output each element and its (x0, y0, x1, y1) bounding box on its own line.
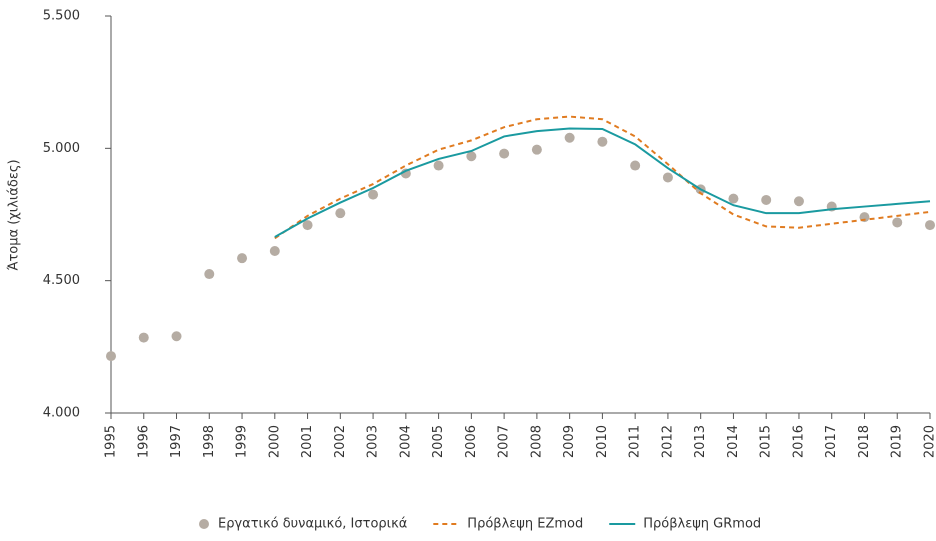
data-point (597, 136, 608, 147)
data-point (761, 194, 772, 205)
data-point (433, 160, 444, 171)
legend-label: Εργατικό δυναμικό, Ιστορικά (218, 517, 407, 532)
series-line (274, 127, 931, 238)
x-tick-label: 2007 (497, 425, 512, 458)
data-point (368, 189, 379, 200)
data-point (171, 331, 182, 342)
y-tick-label: 5.500 (43, 9, 80, 24)
data-point (564, 132, 575, 143)
x-tick-label: 2018 (857, 425, 872, 458)
x-tick-label: 2015 (759, 425, 774, 458)
data-point (106, 351, 116, 362)
x-tick-label: 1996 (136, 425, 151, 458)
y-axis-label: Άτομα (χιλιάδες) (7, 159, 22, 270)
x-tick-label: 2001 (300, 425, 315, 458)
data-point (630, 160, 641, 171)
x-tick-label: 2005 (431, 425, 446, 458)
legend-marker (199, 519, 209, 529)
x-tick-label: 2011 (628, 425, 643, 458)
x-tick-label: 2016 (791, 425, 806, 458)
x-tick-label: 2009 (562, 425, 577, 458)
x-tick-label: 2003 (366, 425, 381, 458)
data-point (662, 172, 673, 183)
data-point (793, 196, 804, 207)
data-point (204, 269, 215, 280)
x-tick-label: 1995 (104, 425, 119, 458)
y-tick-label: 5.000 (43, 141, 80, 156)
x-tick-label: 1997 (169, 425, 184, 458)
x-tick-label: 2006 (464, 425, 479, 458)
x-tick-label: 2012 (660, 425, 675, 458)
x-tick-label: 2014 (726, 425, 741, 458)
x-tick-label: 2013 (693, 425, 708, 458)
data-point (892, 217, 903, 228)
data-point (925, 220, 935, 231)
data-point (302, 220, 313, 231)
data-point (237, 253, 248, 264)
legend-label: Πρόβλεψη GRmod (643, 517, 761, 532)
series-line (274, 115, 931, 240)
x-tick-label: 2002 (333, 425, 348, 458)
data-point (499, 148, 510, 159)
y-tick-label: 4.500 (43, 273, 80, 288)
x-tick-label: 2010 (595, 425, 610, 458)
data-point (466, 151, 477, 162)
x-tick-label: 2019 (890, 425, 905, 458)
x-tick-label: 1999 (235, 425, 250, 458)
data-point (531, 144, 542, 155)
legend-label: Πρόβλεψη EZmod (467, 517, 583, 532)
x-tick-label: 2020 (923, 425, 936, 458)
x-tick-label: 1998 (202, 425, 217, 458)
x-tick-label: 2004 (398, 425, 413, 458)
data-point (138, 332, 149, 343)
data-point (728, 193, 739, 204)
x-tick-label: 2008 (529, 425, 544, 458)
data-point (269, 246, 280, 257)
data-point (335, 208, 346, 219)
y-tick-label: 4.000 (43, 406, 80, 421)
x-tick-label: 2017 (824, 425, 839, 458)
x-tick-label: 2000 (267, 425, 282, 458)
